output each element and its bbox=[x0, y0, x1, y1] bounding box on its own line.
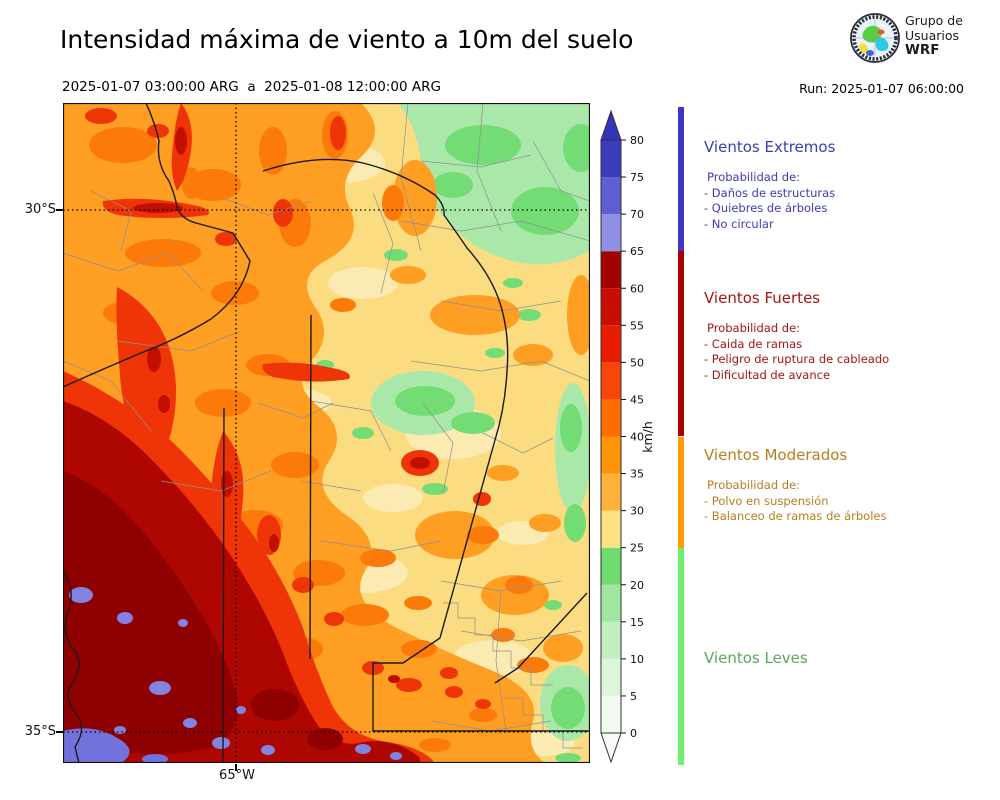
wrf-logo-icon bbox=[849, 12, 901, 64]
lon-label-65w: 65°W bbox=[219, 768, 255, 783]
map-frame bbox=[62, 102, 591, 764]
colorbar-under-arrow bbox=[600, 732, 622, 764]
svg-text:70: 70 bbox=[630, 208, 644, 221]
svg-text:40: 40 bbox=[630, 431, 644, 444]
legend-body-fuertes: Probabilidad de: - Caida de ramas - Peli… bbox=[704, 321, 996, 383]
legend-intro: Probabilidad de: bbox=[707, 321, 801, 335]
dark-red-cores bbox=[133, 127, 430, 683]
wrf-logo-text: Grupo de Usuarios WRF bbox=[905, 13, 963, 58]
lon-tick-65w bbox=[235, 764, 237, 771]
category-bar-segment bbox=[678, 251, 684, 437]
legend-item: - Daños de estructuras bbox=[704, 185, 836, 200]
green-zones bbox=[67, 103, 599, 763]
logo-line-2: Usuarios bbox=[905, 28, 960, 43]
legend-section-moderados: Vientos Moderados Probabilidad de: - Pol… bbox=[704, 446, 996, 525]
legend-item: - Caida de ramas bbox=[704, 336, 803, 351]
legend-body-extremos: Probabilidad de: - Daños de estructuras … bbox=[704, 170, 996, 232]
category-bar bbox=[678, 107, 684, 765]
svg-text:30: 30 bbox=[630, 505, 644, 518]
run-label: Run: 2025-01-07 06:00:00 bbox=[799, 81, 964, 96]
svg-text:0: 0 bbox=[630, 727, 637, 740]
legend-title-fuertes: Vientos Fuertes bbox=[704, 289, 821, 307]
legend-item: - Dificultad de avance bbox=[704, 367, 831, 382]
legend-item: - Quiebres de árboles bbox=[704, 201, 828, 215]
category-bar-segment bbox=[678, 107, 684, 252]
lat-tick-30s bbox=[56, 209, 63, 211]
lat-tick-35s bbox=[56, 731, 63, 733]
svg-text:55: 55 bbox=[630, 319, 644, 332]
department-borders bbox=[62, 102, 591, 749]
logo-line-3: WRF bbox=[905, 42, 940, 58]
svg-text:50: 50 bbox=[630, 356, 644, 369]
svg-text:60: 60 bbox=[630, 282, 644, 295]
legend-item: - Balanceo de ramas de árboles bbox=[704, 509, 887, 523]
colorbar-unit-label: km/h bbox=[640, 421, 655, 453]
legend-title-extremos: Vientos Extremos bbox=[704, 138, 836, 156]
lat-label-30s: 30°S bbox=[24, 202, 56, 217]
legend-item: - Polvo en suspensión bbox=[704, 493, 829, 508]
colorbar-over-arrow bbox=[600, 109, 622, 141]
svg-text:25: 25 bbox=[630, 542, 644, 555]
province-borders bbox=[62, 102, 590, 764]
colorbar: 0 5 10 15 20 25 30 35 40 45 50 55 60 65 70 75 80 km/h bbox=[600, 109, 655, 764]
legend-intro: Probabilidad de: bbox=[707, 170, 801, 184]
lat-label-35s: 35°S bbox=[24, 724, 56, 739]
wind-intensity-map bbox=[62, 102, 599, 765]
colorbar-segments bbox=[601, 140, 621, 733]
svg-text:45: 45 bbox=[630, 393, 644, 406]
svg-text:15: 15 bbox=[630, 616, 644, 629]
colorbar-ticks: 0 5 10 15 20 25 30 35 40 45 50 55 60 65 70 75 80 bbox=[621, 134, 644, 740]
logo-line-1: Grupo de bbox=[905, 13, 963, 28]
svg-text:20: 20 bbox=[630, 579, 644, 592]
svg-text:35: 35 bbox=[630, 468, 644, 481]
legend-title-moderados: Vientos Moderados bbox=[704, 446, 848, 464]
legend-item: - No circular bbox=[704, 216, 774, 231]
legend-section-fuertes: Vientos Fuertes Probabilidad de: - Caida… bbox=[704, 289, 996, 383]
legend-title-leves: Vientos Leves bbox=[704, 649, 808, 667]
legend-intro: Probabilidad de: bbox=[707, 478, 801, 492]
graticule-lines bbox=[63, 103, 590, 763]
svg-text:80: 80 bbox=[630, 134, 644, 147]
svg-text:75: 75 bbox=[630, 171, 644, 184]
svg-text:5: 5 bbox=[630, 690, 637, 703]
legend-body-moderados: Probabilidad de: - Polvo en suspensión -… bbox=[704, 478, 996, 525]
svg-text:65: 65 bbox=[630, 245, 644, 258]
legend-section-extremos: Vientos Extremos Probabilidad de: - Daño… bbox=[704, 138, 996, 232]
category-bar-segment bbox=[678, 436, 684, 548]
extreme-zone-sw bbox=[63, 371, 435, 764]
legend-item: - Peligro de ruptura de cableado bbox=[704, 352, 890, 366]
valid-period-label: 2025-01-07 03:00:00 ARG a 2025-01-08 12:… bbox=[62, 79, 441, 95]
legend-section-leves: Vientos Leves bbox=[704, 649, 996, 667]
page-title: Intensidad máxima de viento a 10m del su… bbox=[60, 25, 634, 54]
svg-text:10: 10 bbox=[630, 653, 644, 666]
category-bar-segment bbox=[678, 547, 684, 765]
